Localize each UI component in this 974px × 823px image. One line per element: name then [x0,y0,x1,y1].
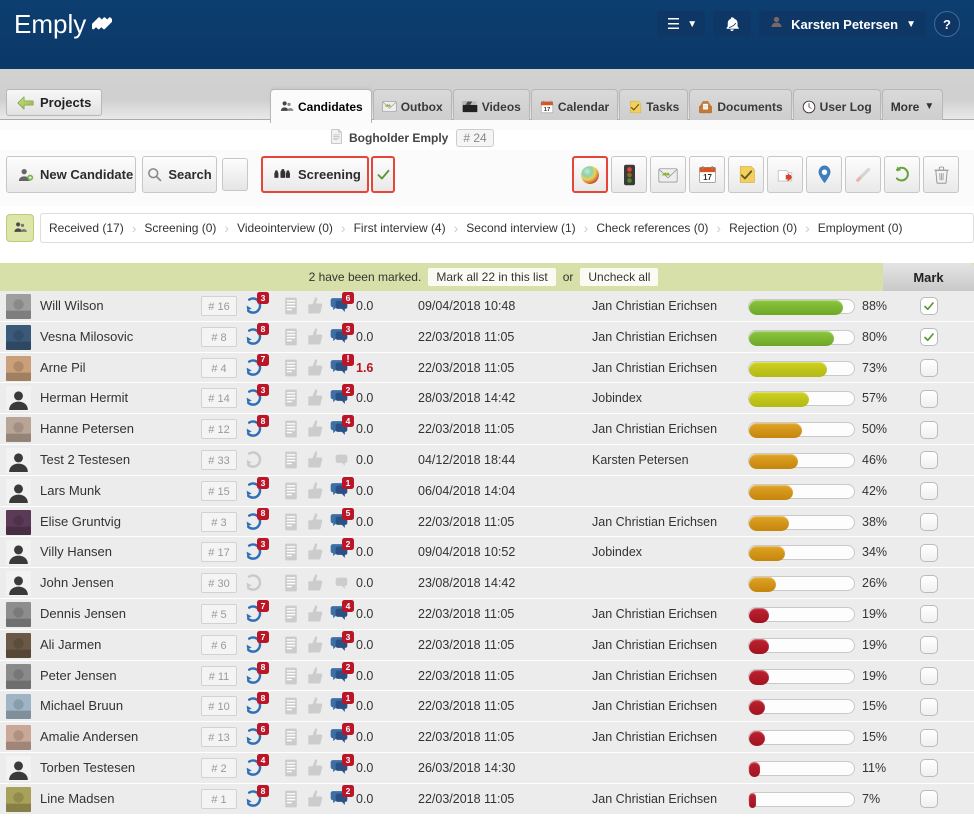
svg-text:17: 17 [703,173,712,182]
svg-text:17: 17 [544,107,550,113]
